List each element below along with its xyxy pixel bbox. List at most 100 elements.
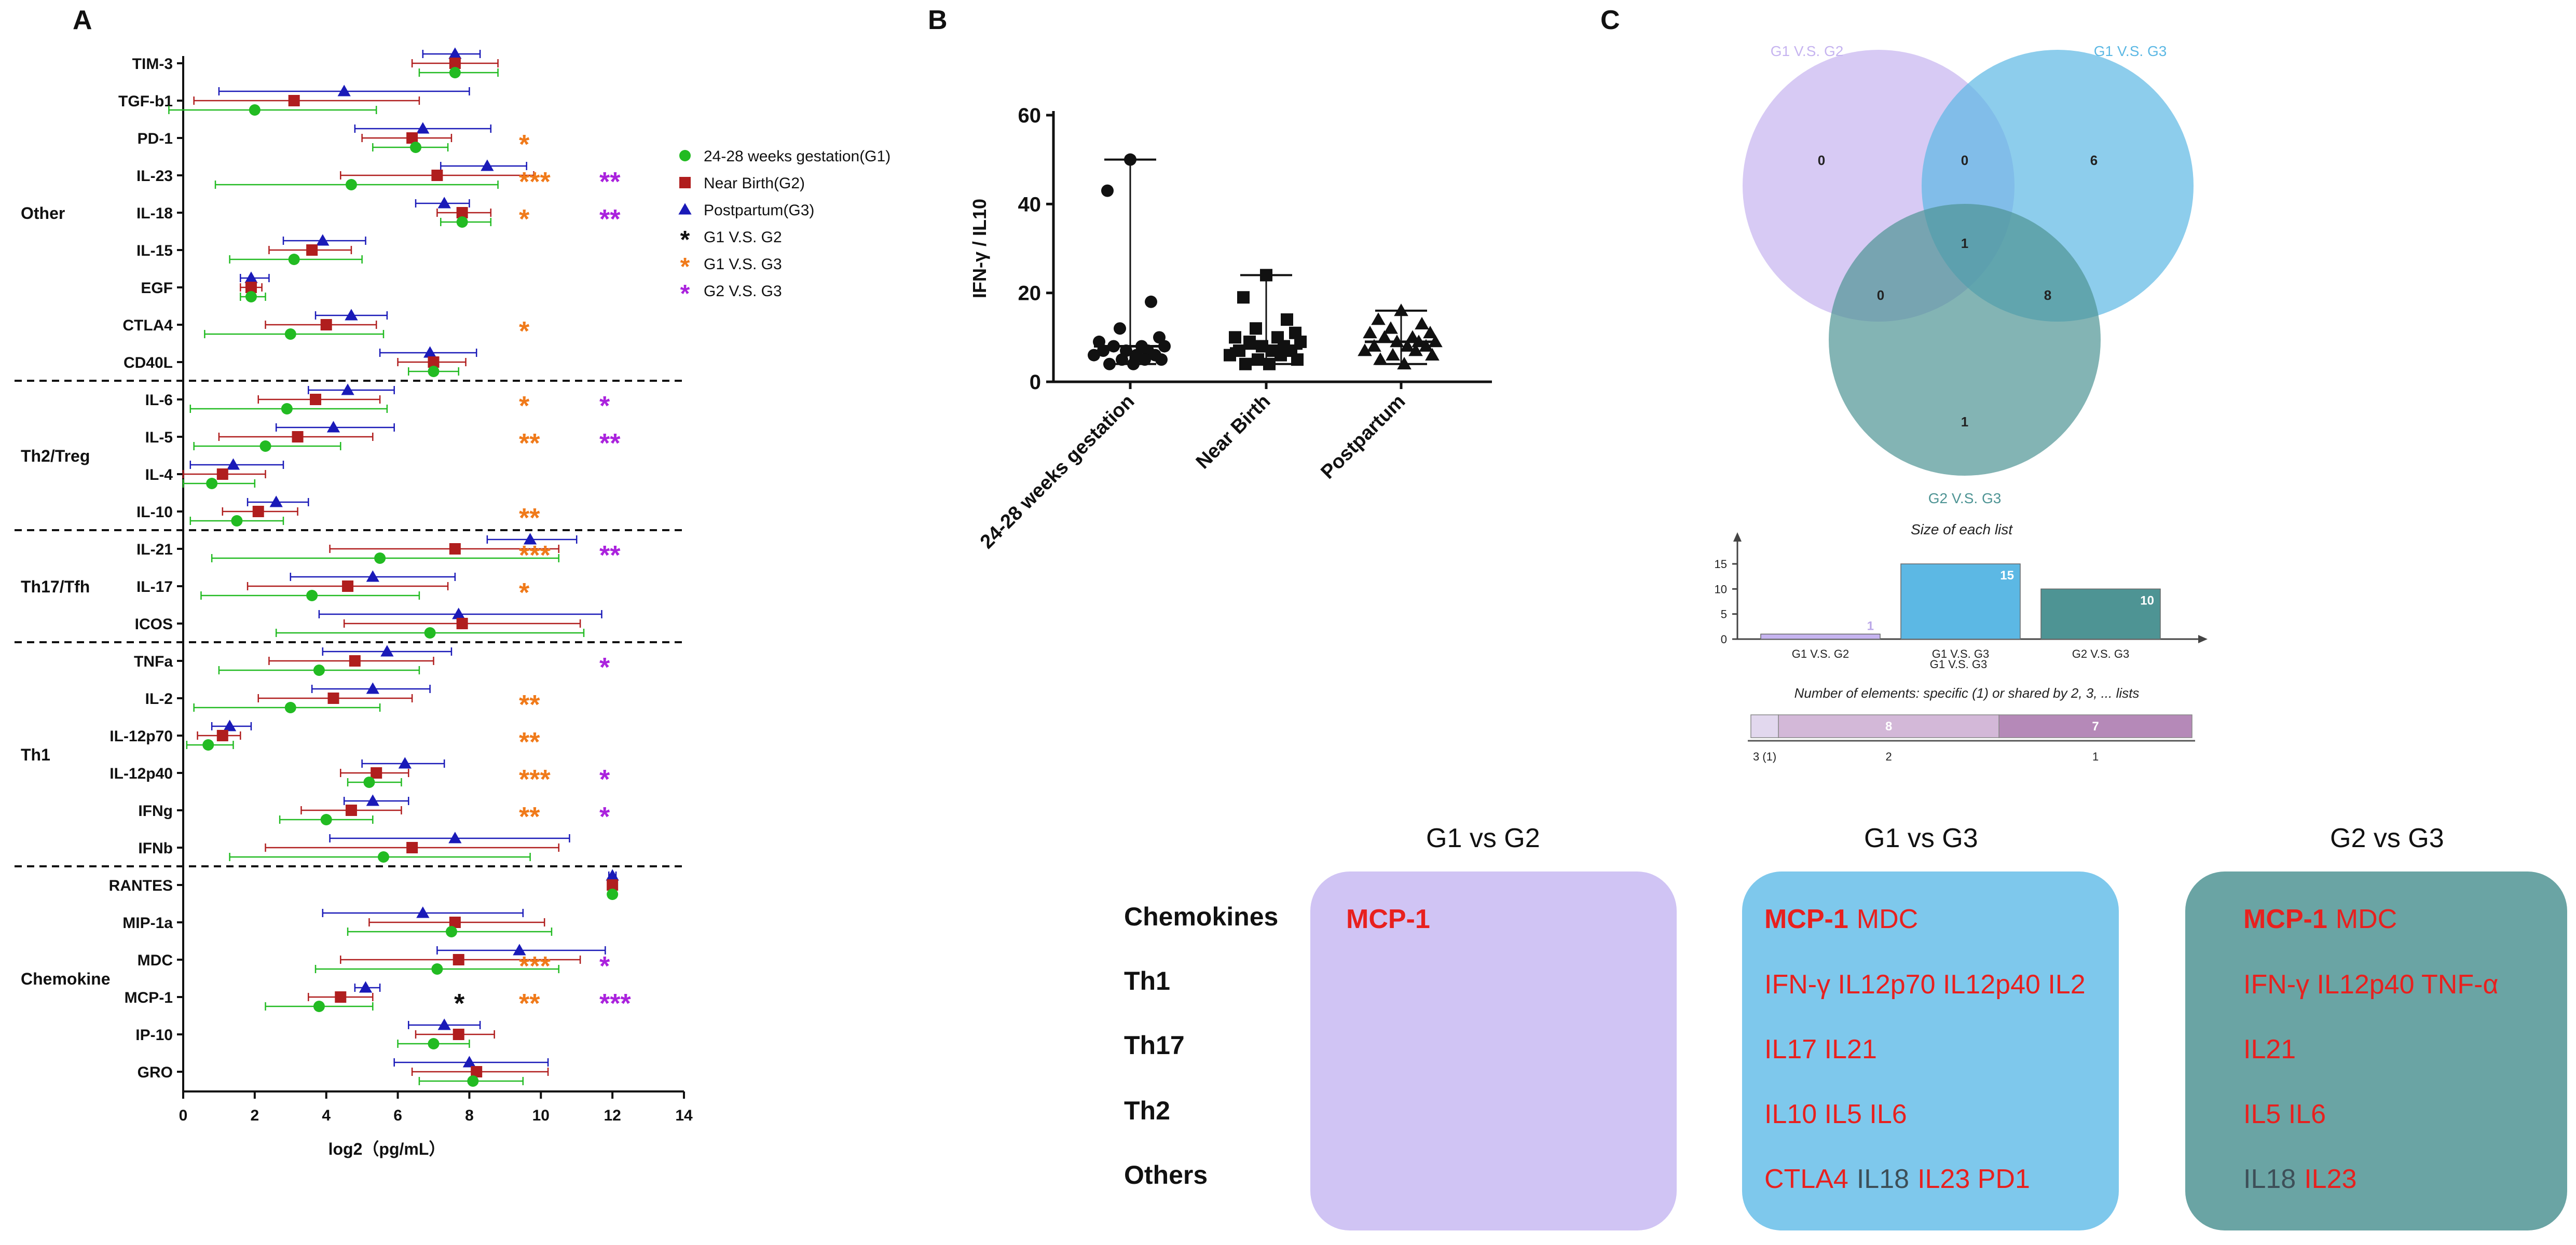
significance-stars: **	[599, 167, 621, 197]
point-g1	[313, 665, 325, 676]
row-label: RANTES	[109, 877, 173, 894]
significance-stars: ***	[599, 989, 631, 1019]
legend-label: G2 V.S. G3	[704, 283, 782, 300]
significance-stars: *	[599, 951, 610, 981]
x-tick-label: 10	[532, 1107, 550, 1124]
row-label: TIM-3	[132, 56, 173, 73]
highlighted-cytokine: MCP-1	[1764, 904, 1848, 934]
column-header-g2-g3: G2 vs G3	[2330, 823, 2444, 853]
row-label: IL-12p40	[109, 765, 173, 782]
point-g2	[607, 879, 619, 891]
box-line: IFN-γ IL12p40 TNF-α	[2243, 971, 2498, 998]
data-point	[1415, 316, 1429, 329]
point-g1	[306, 590, 318, 601]
y-tick-label: 5	[1721, 608, 1727, 621]
row-label-th1: Th1	[1124, 966, 1170, 995]
data-point	[1386, 348, 1400, 361]
data-point	[1428, 335, 1443, 348]
point-g3	[437, 197, 451, 209]
significance-stars: *	[454, 989, 465, 1019]
significance-stars: *	[519, 130, 530, 160]
point-g2	[449, 58, 461, 69]
row-label: MDC	[138, 952, 173, 969]
venn-count: 0	[1818, 153, 1825, 168]
point-g2	[310, 394, 322, 405]
data-point	[1139, 353, 1151, 366]
x-tick-label: 8	[465, 1107, 474, 1124]
row-label: ICOS	[135, 616, 173, 633]
cytokine: IL21	[2243, 1034, 2296, 1064]
point-g3	[523, 533, 537, 545]
point-g1	[374, 552, 386, 564]
y-axis-arrow	[1733, 532, 1742, 542]
box-line: IL17 IL21	[1764, 1036, 1877, 1063]
bar-category-label: G1 V.S. G2	[1792, 647, 1849, 660]
list-size-chart: Size of each list 0 5 10 15 1 G1 V.S. G2 15 G1 V…	[1715, 521, 2208, 671]
data-point	[1383, 321, 1398, 334]
point-g1	[206, 478, 218, 489]
data-point	[1097, 344, 1109, 357]
significance-stars: **	[519, 690, 540, 720]
point-g2	[252, 506, 264, 517]
data-point	[1088, 349, 1100, 362]
segment-value: 8	[1885, 720, 1892, 734]
significance-stars: **	[519, 989, 540, 1019]
legend-label: 24-28 weeks gestation(G1)	[704, 148, 890, 165]
bar-value-label: 1	[1867, 619, 1874, 633]
point-g2	[371, 767, 382, 779]
point-g3	[345, 309, 358, 321]
point-g2	[453, 954, 464, 965]
data-point	[1423, 325, 1437, 339]
segment-label: 3 (1)	[1753, 750, 1776, 763]
comparison-box-g1-g2	[1310, 872, 1677, 1230]
row-label: IL-18	[136, 205, 173, 222]
significance-stars: **	[519, 802, 540, 832]
row-label: IL-12p70	[109, 728, 173, 745]
row-label: EGF	[141, 280, 173, 297]
point-g1	[345, 179, 357, 190]
point-g2	[342, 580, 354, 592]
row-label: IL-6	[145, 392, 173, 409]
legend-label: Near Birth(G2)	[704, 175, 805, 192]
point-g3	[366, 570, 379, 582]
point-g2	[449, 543, 461, 555]
point-g3	[437, 1018, 451, 1030]
point-g2	[345, 805, 357, 816]
group-label: Th2/Treg	[21, 447, 90, 465]
data-point	[1390, 335, 1404, 348]
cytokine: IL18	[1856, 1164, 1910, 1194]
data-point	[1408, 343, 1423, 356]
data-point	[1155, 353, 1168, 366]
point-g3	[326, 421, 340, 433]
row-label: IP-10	[135, 1027, 173, 1044]
significance-stars: *	[519, 578, 530, 608]
point-g3	[359, 981, 373, 993]
data-point	[1107, 340, 1120, 353]
column-header-g1-g2: G1 vs G2	[1426, 823, 1540, 853]
point-g2	[335, 991, 347, 1003]
data-point	[1419, 339, 1433, 352]
significance-stars: **	[519, 503, 540, 533]
y-tick-label: 15	[1715, 558, 1727, 571]
row-label: PD-1	[138, 130, 173, 147]
legend-label: G1 V.S. G2	[704, 229, 782, 246]
point-g1	[431, 963, 443, 975]
shared-elements-chart: Number of elements: specific (1) or shar…	[1748, 685, 2195, 763]
data-point	[1400, 339, 1415, 352]
point-g3	[223, 720, 237, 731]
data-point	[1158, 340, 1171, 353]
legend-star: *	[680, 253, 690, 281]
significance-stars: *	[599, 391, 610, 421]
data-point	[1371, 312, 1386, 325]
point-g3	[337, 85, 351, 96]
data-point	[1291, 353, 1304, 366]
point-g3	[452, 607, 465, 619]
point-g3	[416, 122, 430, 134]
data-point	[1116, 353, 1128, 366]
highlighted-cytokine: MCP-1	[1346, 904, 1430, 934]
group-label: Chemokine	[21, 970, 110, 988]
x-tick-label: 14	[675, 1107, 693, 1124]
point-g1	[428, 366, 440, 377]
point-g1	[320, 814, 332, 825]
data-point	[1250, 322, 1262, 335]
